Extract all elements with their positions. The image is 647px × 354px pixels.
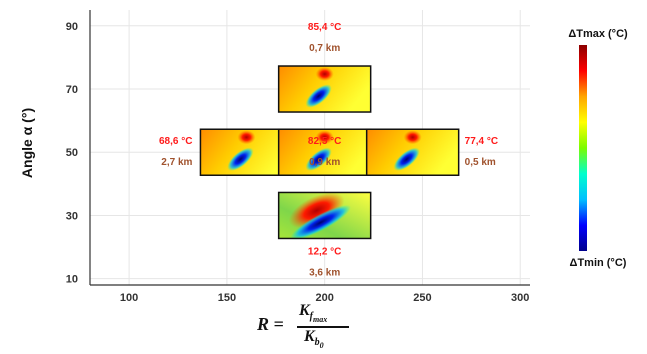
inset-hot-plume: [403, 130, 422, 145]
inset-border: [277, 65, 372, 113]
inset-cold-plume: [305, 84, 332, 108]
x-axis-formula-numerator: Kfmax: [299, 302, 328, 325]
inset-border: [277, 191, 372, 240]
x-axis-formula-denominator: Kb0: [304, 328, 324, 351]
y-tick-label: 70: [66, 84, 78, 96]
colorbar-max-label: ΔTmax (°C): [568, 28, 628, 40]
x-axis-formula: R = Kfmax Kb0: [257, 302, 367, 352]
x-tick-label: 200: [315, 292, 333, 304]
colorbar-min-label: ΔTmin (°C): [570, 257, 627, 269]
temperature-label: 68,6 °C: [159, 136, 192, 147]
distance-label: 0,7 km: [309, 43, 340, 54]
inset-cold-plume: [305, 147, 332, 171]
distance-label: 0,5 km: [465, 157, 496, 168]
y-tick-label: 90: [66, 21, 78, 33]
y-tick-label: 50: [66, 147, 78, 159]
inset-cold-plume: [290, 205, 351, 240]
x-axis-formula-bar: [297, 326, 349, 328]
axes: [89, 10, 530, 286]
simulation-inset: [277, 128, 372, 176]
simulation-inset: [277, 191, 372, 240]
simulation-inset: [365, 128, 460, 176]
inset-hot-plume: [315, 130, 334, 145]
inset-hot-plume: [288, 192, 345, 229]
inset-cold-plume: [227, 147, 254, 171]
inset-cold-plume: [393, 147, 420, 171]
point-labels: 85,4 °C 0,7 km 68,6 °C 2,7 km 82,5 °C 0,9 km 7…: [159, 22, 498, 278]
inset-hot-plume: [315, 67, 334, 82]
simulation-insets: [199, 65, 460, 240]
tick-labels: 100 150 200 250 300 10 30 50 70 90: [66, 21, 530, 304]
simulation-inset: [277, 65, 372, 113]
y-tick-label: 10: [66, 274, 78, 286]
y-tick-label: 30: [66, 210, 78, 222]
temperature-label: 82,5 °C: [308, 136, 341, 147]
temperature-label: 85,4 °C: [308, 22, 341, 33]
x-tick-label: 150: [218, 292, 236, 304]
x-tick-label: 100: [120, 292, 138, 304]
y-axis-title: Angle α (°): [19, 108, 35, 178]
x-axis-formula-lhs: R =: [257, 314, 284, 334]
colorbar: [579, 45, 587, 251]
distance-label: 2,7 km: [161, 157, 192, 168]
temperature-label: 77,4 °C: [465, 136, 498, 147]
inset-hot-plume: [237, 130, 256, 145]
x-tick-label: 250: [413, 292, 431, 304]
distance-label: 0,9 km: [309, 157, 340, 168]
x-tick-label: 300: [511, 292, 529, 304]
inset-border: [365, 128, 460, 176]
distance-label: 3,6 km: [309, 267, 340, 278]
temperature-label: 12,2 °C: [308, 246, 341, 257]
